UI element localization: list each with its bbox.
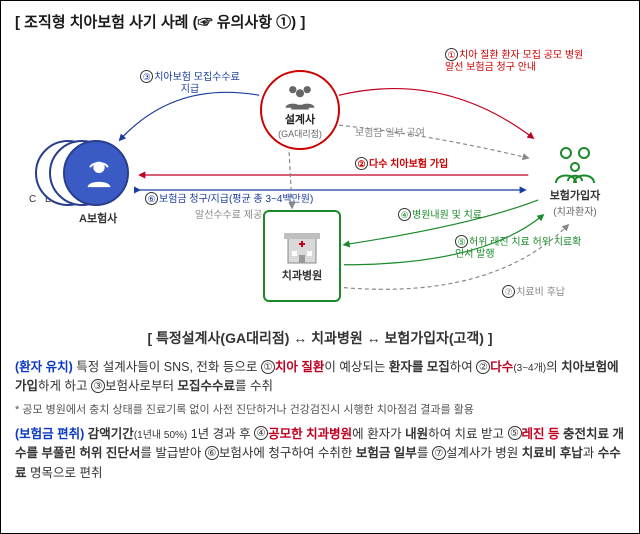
step-3-num: ③ (140, 70, 153, 83)
edge-1-text: 치아 질환 환자 모집 공모 병원 알선 보험금 청구 안내 (445, 50, 583, 73)
p1-s2: 다수 (490, 360, 513, 374)
p1-e: 의 (546, 360, 558, 374)
node-subscriber: 보험가입자 (치과환자) (535, 140, 615, 220)
p2-s4n: ④ (254, 426, 268, 440)
agent-sublabel: (GA대리점) (278, 127, 322, 140)
hospital-icon (282, 229, 322, 265)
p1-s1n: ① (261, 360, 275, 374)
p2-j: 보험사에 청구하여 수취한 (219, 446, 352, 460)
p2-d: 에 환자가 (352, 427, 401, 441)
node-hospital: 치과병원 (263, 210, 341, 302)
p2-s7n: ⑦ (432, 446, 446, 460)
p2-q: 명목으로 편취 (30, 466, 102, 480)
footnote: * 공모 병원에서 충치 상태를 진료기록 없이 사전 진단하거나 건강검진시 … (15, 401, 625, 417)
edge-7a-label: 알선수수료 제공 (195, 210, 262, 222)
agent-label: 설계사 (285, 111, 315, 127)
subtitle-band: [ 특정설계사(GA대리점) ↔ 치과병원 ↔ 보험가입자(고객) ] (15, 328, 625, 348)
page-title: [ 조직형 치아보험 사기 사례 (☞ 유의사항 ①) ] (15, 11, 625, 32)
p1-tag: (환자 유치) (15, 360, 73, 374)
p2-l: 를 (417, 446, 429, 460)
edge-3-label: ③치아보험 모집수수료 지급 (135, 70, 245, 96)
insurer-a-label: A보험사 (79, 210, 117, 226)
people-icon (282, 81, 318, 111)
subscriber-sublabel: (치과환자) (553, 203, 596, 218)
p2-g: 레진 등 (522, 427, 560, 441)
p1-d: 하여 (450, 360, 473, 374)
p1-i: 모집수수료 (177, 379, 235, 393)
p2-f: 하여 치료 받고 (428, 427, 504, 441)
p1-c: 환자를 모집 (389, 360, 450, 374)
step-7-num: ⑦ (502, 285, 515, 298)
node-agent: 설계사 (GA대리점) (260, 70, 340, 150)
edge-6-text: 보험금 청구/지급(평균 총 3~4백만원) (159, 194, 313, 205)
p2-asub: (1년내 50%) (134, 430, 187, 441)
family-icon (548, 143, 602, 187)
edge-4-label: ④병원내원 및 치료 (385, 208, 495, 222)
p1-b: 이 예상되는 (324, 360, 385, 374)
p2-i: 를 발급받아 (140, 446, 201, 460)
para-claim: (보험금 편취) 감액기간(1년내 50%) 1년 경과 후 ④공모한 치과병원… (15, 425, 625, 483)
edge-3-text: 치아보험 모집수수료 지급 (154, 72, 240, 95)
p2-s5n: ⑤ (508, 426, 522, 440)
p2-b: 1년 경과 후 (191, 427, 251, 441)
insurer-c-label: C (29, 194, 36, 205)
p2-k: 보험금 일부 (356, 446, 417, 460)
p2-c: 공모한 치과병원 (268, 427, 352, 441)
p2-m: 설계사가 병원 (446, 446, 518, 460)
p1-s1: 치아 질환 (275, 360, 324, 374)
edge-2-label: ②다수 치아보험 가입 (355, 157, 448, 171)
edge-1-label: ①치아 질환 환자 모집 공모 병원 알선 보험금 청구 안내 (445, 48, 585, 74)
p2-o: 과 (583, 446, 595, 460)
step-5-num: ⑤ (455, 235, 468, 248)
fraud-diagram: C B A보험사 설계사 (GA대리점) 보험가입자 (치과환자) (15, 40, 625, 320)
para-patient: (환자 유치) 특정 설계사들이 SNS, 전화 등으로 ①치아 질환이 예상되… (15, 358, 625, 397)
hospital-label: 치과병원 (282, 267, 322, 283)
edge-7b-text: 치료비 후납 (516, 287, 565, 298)
step-4-num: ④ (398, 208, 411, 221)
edge-7b-label: ⑦치료비 후납 (502, 285, 565, 299)
edge-5-text: 허위 레진 치료 허위 치료확인서 발행 (455, 237, 581, 260)
step-6-num: ⑥ (145, 192, 158, 205)
subscriber-label: 보험가입자 (550, 187, 601, 203)
p1-h: 보험사로부터 (105, 379, 174, 393)
edge-6-label: ⑥보험금 청구/지급(평균 총 3~4백만원) (145, 192, 313, 206)
p1-a: 특정 설계사들이 SNS, 전화 등으로 (76, 360, 257, 374)
insurer-a (63, 140, 129, 206)
p1-g: 하게 하고 (38, 379, 87, 393)
p2-a: 감액기간 (88, 427, 134, 441)
p1-j: 를 수취 (235, 379, 273, 393)
p1-s2n: ② (476, 360, 490, 374)
p1-s3n: ③ (91, 379, 105, 393)
edge-share-label: 보험금 일부 공여 (355, 128, 425, 140)
step-1-num: ① (445, 48, 458, 61)
edge-5-label: ⑤허위 레진 치료 허위 치료확인서 발행 (455, 235, 585, 261)
step-2-num: ② (355, 157, 368, 170)
p2-n: 치료비 후납 (522, 446, 583, 460)
p2-s6n: ⑥ (205, 446, 219, 460)
edge-2-text: 다수 치아보험 가입 (369, 159, 448, 170)
p2-e: 내원 (405, 427, 428, 441)
node-insurer: C B A보험사 (35, 140, 135, 216)
p1-s2sub: (3~4개) (513, 363, 546, 374)
edge-4-text: 병원내원 및 치료 (412, 210, 482, 221)
p2-tag: (보험금 편취) (15, 427, 84, 441)
